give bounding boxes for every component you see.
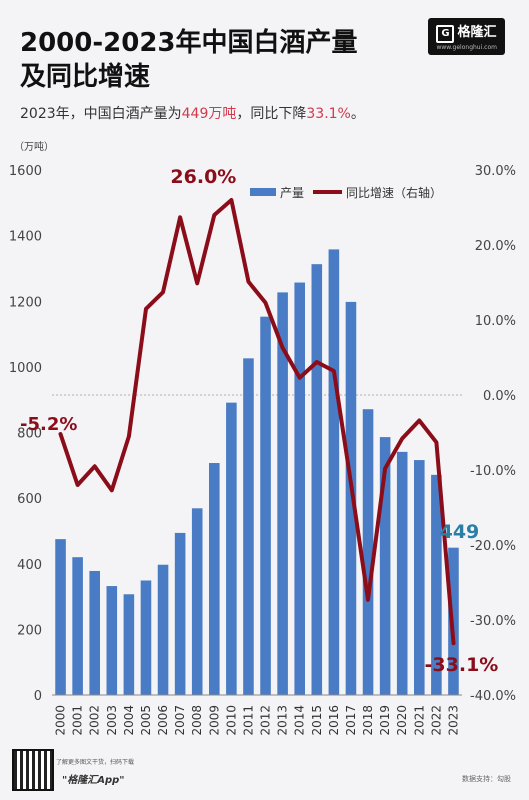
brand-logo: G 格隆汇 www.gelonghui.com — [428, 18, 505, 55]
app-name: "格隆汇App" — [62, 775, 125, 786]
subtitle-highlight-volume: 449万吨 — [181, 106, 237, 122]
bar-2019 — [379, 437, 391, 695]
subtitle: 2023年，中国白酒产量为449万吨，同比下降33.1%。 — [20, 103, 365, 123]
x-tick-label-2023: 2023 — [446, 705, 460, 736]
bar-2005 — [140, 580, 152, 695]
bar-2010 — [226, 402, 237, 695]
bar-2020 — [396, 451, 408, 695]
left-tick-label: 1600 — [9, 164, 42, 179]
bar-2021 — [413, 460, 425, 695]
left-tick-label: 200 — [17, 623, 42, 638]
left-tick-label: 600 — [17, 492, 42, 507]
qr-code-icon[interactable] — [12, 749, 54, 791]
annotation-peak-rate: 26.0% — [170, 166, 236, 188]
legend-swatch-bar — [250, 188, 276, 196]
left-tick-label: 400 — [17, 558, 42, 573]
bar-2004 — [123, 594, 135, 695]
logo-text: 格隆汇 — [457, 25, 497, 40]
right-tick-label: 0.0% — [483, 389, 516, 404]
x-tick-label-2021: 2021 — [412, 705, 426, 736]
subtitle-highlight-rate: 33.1% — [306, 106, 351, 122]
x-tick-label-2005: 2005 — [139, 705, 153, 736]
x-tick-label-2016: 2016 — [327, 705, 341, 736]
subtitle-post: 。 — [350, 106, 365, 122]
logo-g-icon: G — [436, 25, 455, 43]
bar-2009 — [208, 463, 220, 695]
bar-2002 — [89, 570, 101, 695]
qr-note: 了解更多图文干货，扫码下载 — [56, 759, 135, 766]
x-tick-label-2009: 2009 — [207, 705, 221, 736]
x-tick-label-2020: 2020 — [395, 705, 409, 736]
x-tick-label-2015: 2015 — [310, 705, 324, 736]
x-tick-label-2004: 2004 — [122, 705, 136, 736]
bar-2006 — [157, 564, 169, 695]
annotation-2023-rate: -33.1% — [425, 654, 499, 676]
bar-2013 — [277, 292, 288, 695]
x-tick-label-2012: 2012 — [259, 705, 273, 736]
right-tick-label: -30.0% — [470, 614, 516, 629]
x-tick-label-2018: 2018 — [361, 705, 375, 736]
left-tick-label: 1200 — [9, 295, 42, 310]
bar-2018 — [362, 409, 374, 695]
title-line-1: 2000-2023年中国白酒产量 — [20, 28, 358, 58]
left-tick-label: 0 — [34, 689, 42, 704]
x-tick-label-2003: 2003 — [105, 705, 119, 736]
bar-2000 — [55, 539, 66, 695]
bar-2015 — [311, 264, 323, 695]
right-tick-label: -10.0% — [470, 464, 516, 479]
x-tick-label-2000: 2000 — [54, 705, 68, 736]
right-tick-label: 10.0% — [475, 314, 516, 329]
left-tick-label: 1000 — [9, 361, 42, 376]
bar-2014 — [294, 282, 306, 695]
bar-2003 — [106, 586, 118, 695]
bar-2017 — [345, 301, 357, 695]
x-tick-label-2006: 2006 — [156, 705, 170, 736]
left-tick-label: 800 — [17, 427, 42, 442]
right-tick-label: 30.0% — [475, 164, 516, 179]
left-tick-label: 1400 — [9, 230, 42, 245]
right-tick-label: -20.0% — [470, 539, 516, 554]
subtitle-mid: ，同比下降 — [236, 106, 307, 122]
footer: 了解更多图文干货，扫码下载 "格隆汇App" 数据支持：勾股 — [0, 745, 529, 800]
logo-url: www.gelonghui.com — [436, 44, 497, 51]
x-tick-label-2001: 2001 — [71, 705, 85, 736]
x-tick-label-2014: 2014 — [293, 705, 307, 736]
data-source: 数据支持：勾股 — [462, 775, 511, 783]
right-tick-label: -40.0% — [470, 689, 516, 704]
bar-2016 — [328, 249, 340, 695]
annotation-2023-volume: 449 — [440, 521, 480, 543]
x-tick-label-2002: 2002 — [88, 705, 102, 736]
legend-label-line: 同比增速（右轴） — [346, 185, 442, 200]
growth-rate-line — [58, 198, 456, 646]
chart-title: 2000-2023年中国白酒产量 及同比增速 — [20, 26, 358, 94]
title-line-2: 及同比增速 — [20, 62, 151, 92]
bar-2022 — [431, 474, 442, 695]
bar-2007 — [174, 532, 186, 695]
x-tick-label-2010: 2010 — [224, 705, 238, 736]
x-tick-label-2022: 2022 — [429, 705, 443, 736]
x-tick-label-2011: 2011 — [241, 705, 255, 736]
x-tick-label-2008: 2008 — [190, 705, 204, 736]
x-tick-label-2007: 2007 — [173, 705, 187, 736]
combo-chart: （万吨） 0 200 400 600 800 1000 1200 1400 1600 -40.0% -… — [9, 140, 516, 736]
left-axis-unit: （万吨） — [14, 140, 54, 153]
legend-label-bar: 产量 — [280, 186, 304, 200]
x-tick-label-2017: 2017 — [344, 705, 358, 736]
bar-2011 — [243, 358, 254, 695]
bar-2008 — [191, 508, 203, 695]
right-tick-label: 20.0% — [475, 239, 516, 254]
x-tick-label-2013: 2013 — [276, 705, 290, 736]
bar-2012 — [260, 316, 271, 695]
bar-2001 — [72, 557, 83, 695]
subtitle-pre: 2023年，中国白酒产量为 — [20, 106, 182, 122]
x-tick-label-2019: 2019 — [378, 705, 392, 736]
annotation-2000-rate: -5.2% — [20, 414, 77, 435]
